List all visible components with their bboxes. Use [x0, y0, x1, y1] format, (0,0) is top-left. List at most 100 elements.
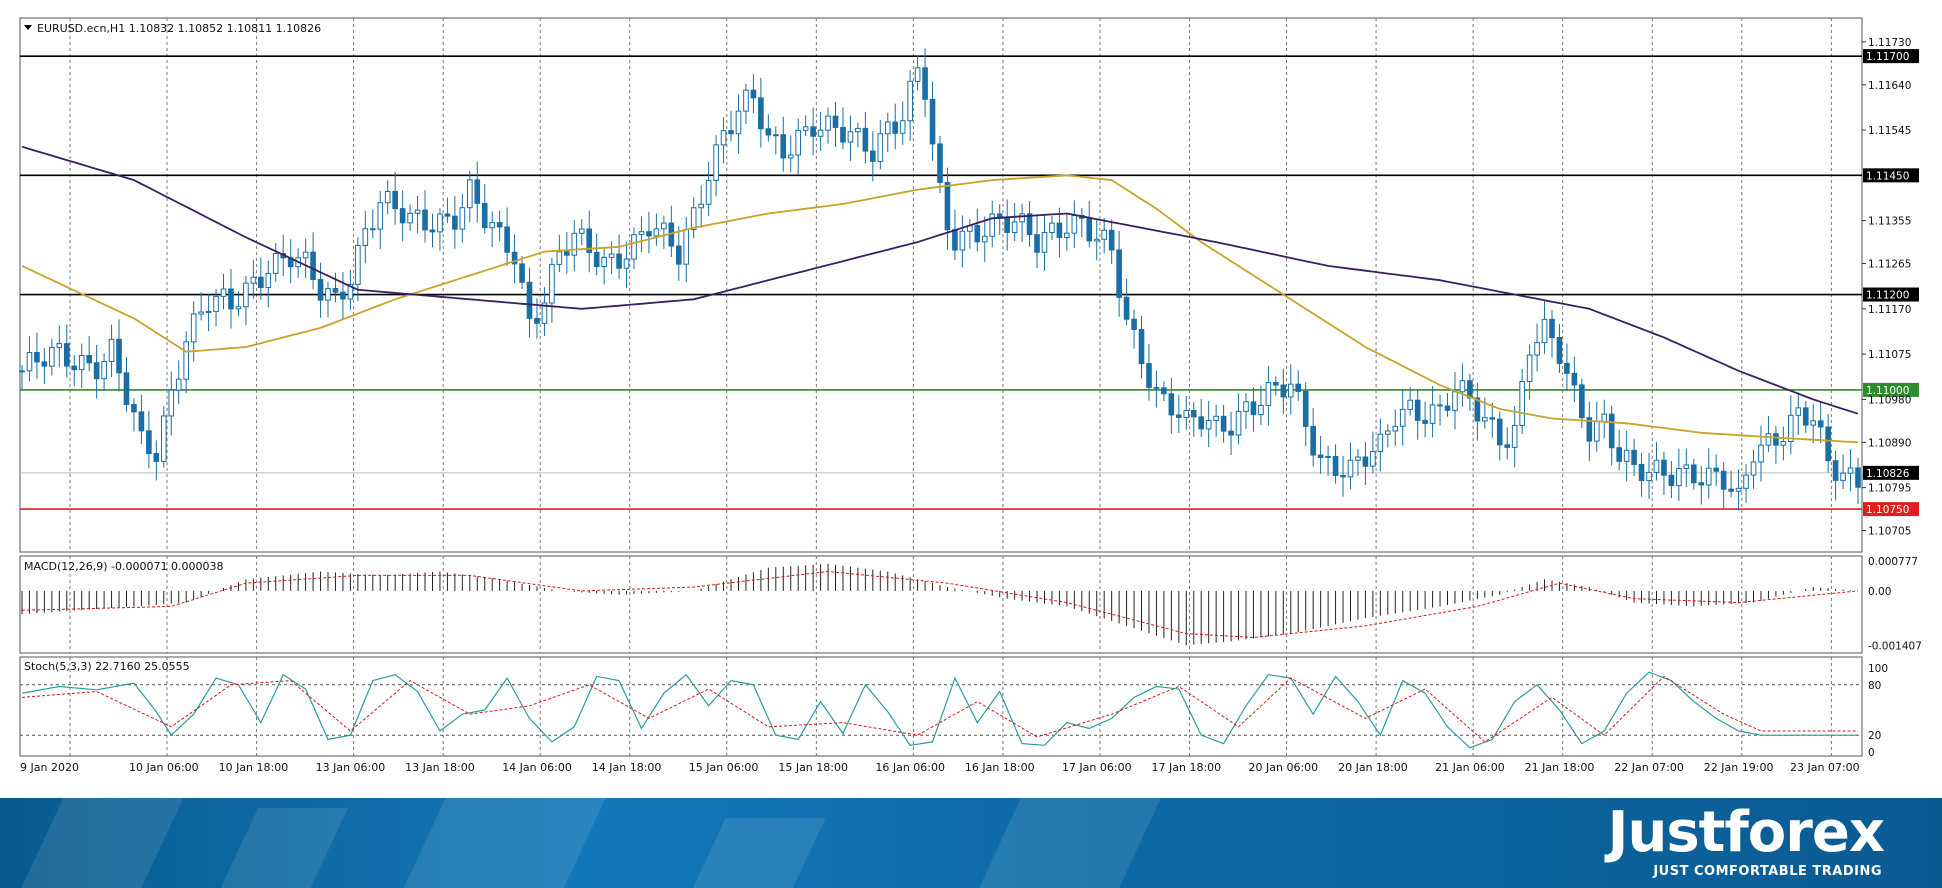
candle-body [780, 134, 787, 159]
candle-body [1750, 461, 1757, 476]
time-tick-label: 16 Jan 06:00 [875, 761, 945, 774]
symbol-info: EURUSD.ecn,H1 1.10832 1.10852 1.10811 1.… [37, 22, 321, 35]
candle-body [1071, 214, 1078, 234]
decor-shard [389, 798, 611, 888]
candle-body [414, 209, 421, 214]
candle-body [937, 143, 943, 183]
time-tick-label: 13 Jan 06:00 [316, 761, 386, 774]
candle-body [1310, 425, 1316, 456]
candle-body [422, 209, 428, 231]
candle-body [444, 213, 451, 217]
candle-body [1795, 407, 1802, 416]
candle-body [743, 89, 749, 112]
candle-body [623, 258, 630, 269]
brand-tagline: JUST COMFORTABLE TRADING [1653, 864, 1882, 879]
price-tick-label: 1.11355 [1868, 216, 1911, 228]
stoch-panel-frame [19, 656, 1863, 757]
candle-body [213, 295, 219, 312]
level-price-tag [1863, 49, 1919, 64]
candle-body [608, 253, 615, 258]
current-price-label: 1.10826 [1866, 468, 1910, 480]
current-price-tag [1863, 465, 1919, 480]
level-price-label: 1.11450 [1866, 170, 1909, 182]
candle-body [840, 126, 846, 143]
time-tick-label: 14 Jan 06:00 [502, 761, 572, 774]
candle-body [1056, 222, 1063, 239]
candle-body [1564, 362, 1570, 374]
level-price-tag [1863, 287, 1919, 302]
macd-info: MACD(12,26,9) -0.000071 0.000038 [24, 560, 223, 573]
candle-body [1676, 468, 1682, 487]
candle-body [952, 229, 958, 251]
candle-body [340, 291, 346, 300]
candle-body [698, 203, 704, 209]
time-tick-label: 10 Jan 18:00 [219, 761, 289, 774]
candle-body [1213, 415, 1219, 421]
candle-body [205, 310, 212, 313]
candle-body [661, 222, 667, 230]
candle-body [1735, 487, 1742, 492]
candle-body [481, 202, 488, 229]
price-axis: 1.11730 1.11640 1.11545 1.11355 1.11265 1.111… [1862, 37, 1922, 759]
candle-body [1205, 419, 1212, 430]
candle-body [49, 346, 55, 367]
candle-body [892, 121, 899, 134]
candle-body [78, 355, 85, 371]
candle-body [981, 235, 988, 243]
candle-body [1049, 222, 1055, 234]
candle-body [310, 251, 316, 281]
price-tick-label: 1.11170 [1868, 304, 1911, 316]
candle-body [258, 276, 264, 288]
time-tick-label: 22 Jan 07:00 [1614, 761, 1684, 774]
candle-body [526, 281, 533, 319]
candle-body [474, 179, 481, 204]
candle-body [429, 229, 436, 233]
time-tick-label: 21 Jan 18:00 [1525, 761, 1595, 774]
candle-body [1011, 221, 1018, 233]
candle-body [26, 352, 33, 372]
candle-body [1728, 488, 1734, 492]
candle-body [1235, 410, 1242, 436]
candle-body [63, 343, 70, 367]
price-tick-label: 1.11640 [1868, 80, 1911, 92]
macd-tick-label: 0.00 [1868, 586, 1891, 598]
candle-body [914, 67, 921, 82]
time-tick-label: 22 Jan 19:00 [1704, 761, 1774, 774]
candle-body [1541, 318, 1548, 344]
horizontal-levels: 1.11700 1.11450 1.11200 1.11000 1.10750 1.108… [20, 49, 1919, 517]
candle-body [1108, 229, 1115, 251]
candle-body [675, 245, 682, 265]
candle-body [646, 231, 652, 237]
candle-body [384, 190, 391, 204]
candle-body [1280, 384, 1287, 398]
candle-body [377, 202, 384, 230]
candle-body [1198, 416, 1205, 430]
candle-body [653, 228, 660, 237]
candle-body [825, 115, 831, 131]
candle-body [534, 317, 540, 324]
candle-body [772, 134, 779, 137]
candle-body [496, 222, 503, 228]
candle-body [1817, 420, 1824, 428]
candle-body [41, 361, 48, 367]
candle-body [347, 283, 354, 300]
candle-body [728, 130, 734, 135]
decor-shard [202, 808, 348, 888]
candle-body [325, 287, 331, 301]
candle-body [1482, 417, 1488, 422]
candle-body [1064, 232, 1070, 239]
grid-lines [20, 18, 1862, 756]
candle-body [1295, 383, 1302, 392]
candle-body [392, 190, 398, 210]
time-tick-label: 16 Jan 18:00 [965, 761, 1035, 774]
candle-body [1474, 397, 1481, 422]
candle-body [638, 231, 645, 236]
candle-body [1593, 420, 1600, 442]
brand-footer: Justforex JUST COMFORTABLE TRADING [0, 798, 1942, 888]
collapse-triangle-icon[interactable] [24, 25, 32, 30]
candle-body [564, 251, 570, 256]
candle-body [556, 251, 563, 265]
candle-body [922, 67, 928, 100]
candle-body [1452, 391, 1458, 411]
